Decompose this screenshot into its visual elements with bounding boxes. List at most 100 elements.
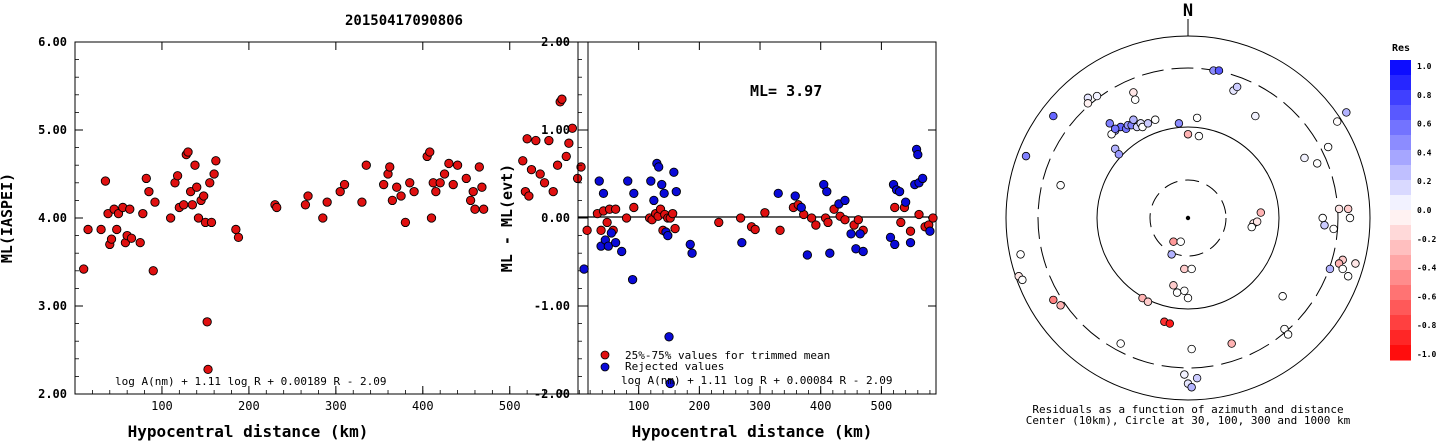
data-point xyxy=(138,208,148,219)
rejected-point xyxy=(773,188,783,199)
colorbar-tick-label: 0.2 xyxy=(1417,177,1432,186)
data-point xyxy=(425,147,435,157)
rejected-point xyxy=(617,246,627,257)
rejected-point xyxy=(802,250,813,260)
station-marker xyxy=(1092,91,1102,101)
station-marker xyxy=(1278,292,1287,301)
trimmed-point xyxy=(896,217,906,228)
trimmed-point xyxy=(823,217,833,228)
data-point xyxy=(150,197,160,207)
rejected-point xyxy=(665,378,675,389)
x-tick-label: 200 xyxy=(238,399,260,413)
x-tick-label: 300 xyxy=(749,399,771,413)
colorbar-tick-label: -0.2 xyxy=(1417,235,1436,244)
rejected-point xyxy=(846,229,856,239)
rejected-point xyxy=(790,191,800,201)
rejected-point xyxy=(855,229,865,239)
rejected-point xyxy=(664,332,674,342)
legend-blue-marker xyxy=(600,362,610,372)
station-marker xyxy=(1143,297,1153,306)
data-point xyxy=(179,200,189,210)
colorbar-tick-label: 0.8 xyxy=(1417,91,1432,100)
ring-1000km xyxy=(1005,35,1371,401)
data-point xyxy=(379,179,389,190)
station-marker xyxy=(1180,286,1189,295)
station-marker xyxy=(1252,217,1262,226)
data-point xyxy=(522,134,532,144)
data-point xyxy=(357,197,367,207)
colorbar-segment xyxy=(1390,120,1411,136)
data-point xyxy=(431,186,441,197)
trimmed-point xyxy=(760,208,770,218)
trimmed-point xyxy=(668,208,678,219)
x-tick-label: 300 xyxy=(325,399,347,413)
data-point xyxy=(183,147,193,157)
data-point xyxy=(231,224,241,235)
trimmed-point xyxy=(735,213,746,223)
rejected-point xyxy=(610,237,621,248)
data-point xyxy=(172,171,183,181)
station-marker xyxy=(1313,159,1322,168)
station-marker xyxy=(1105,119,1114,128)
station-marker xyxy=(1256,208,1265,217)
station-marker xyxy=(1169,281,1178,290)
data-point xyxy=(361,160,371,170)
data-point xyxy=(126,233,137,243)
station-marker xyxy=(1180,370,1189,379)
colorbar-segment xyxy=(1390,135,1411,151)
station-marker xyxy=(1329,224,1338,234)
trimmed-point xyxy=(714,217,724,228)
y-tick-label: 6.00 xyxy=(38,35,67,49)
data-point xyxy=(233,232,244,243)
trimmed-point xyxy=(629,202,639,213)
data-point xyxy=(335,186,345,197)
data-point xyxy=(148,266,158,276)
station-marker xyxy=(1345,213,1355,223)
rejected-point xyxy=(669,167,679,177)
station-marker xyxy=(1320,221,1329,230)
trimmed-point xyxy=(840,215,850,225)
data-point xyxy=(539,178,550,188)
colorbar-segment xyxy=(1390,90,1411,106)
y-tick-label: -2.00 xyxy=(534,387,570,401)
data-point xyxy=(531,135,541,146)
x-axis-label: Hypocentral distance (km) xyxy=(632,422,873,441)
rejected-point xyxy=(901,197,911,207)
x-tick-label: 100 xyxy=(628,399,650,413)
station-marker xyxy=(1083,99,1093,108)
formula-label: log A(nm) + 1.11 log R + 0.00084 R - 2.0… xyxy=(621,374,893,387)
rejected-point xyxy=(654,162,664,172)
colorbar-tick-label: 0.0 xyxy=(1417,206,1432,215)
data-point xyxy=(479,204,489,214)
data-point xyxy=(435,178,445,188)
caption-line-2: Center (10km), Circle at 30, 100, 300 an… xyxy=(1026,414,1351,427)
data-point xyxy=(392,182,402,192)
rejected-point xyxy=(649,195,659,206)
legend-red-marker xyxy=(600,350,610,360)
data-point xyxy=(125,204,135,214)
colorbar-segment xyxy=(1390,300,1411,316)
data-point xyxy=(474,162,484,172)
data-point xyxy=(100,176,111,186)
station-marker xyxy=(1165,319,1174,328)
colorbar-segment xyxy=(1390,345,1411,361)
data-point xyxy=(339,179,350,190)
data-point xyxy=(387,195,398,206)
data-point xyxy=(211,156,221,166)
rejected-point xyxy=(623,176,633,186)
rejected-point xyxy=(579,264,589,274)
colorbar-segment xyxy=(1390,210,1411,226)
station-marker xyxy=(1251,111,1260,121)
station-marker xyxy=(1333,117,1342,126)
data-point xyxy=(165,213,176,223)
data-point xyxy=(564,138,574,148)
station-marker xyxy=(1343,204,1353,214)
station-marker xyxy=(1343,272,1353,281)
station-marker xyxy=(1342,108,1351,117)
rejected-point xyxy=(685,239,695,250)
data-point xyxy=(426,213,437,223)
station-marker xyxy=(1180,264,1189,274)
y-tick-label: 0.00 xyxy=(541,211,570,225)
data-point xyxy=(526,164,537,175)
